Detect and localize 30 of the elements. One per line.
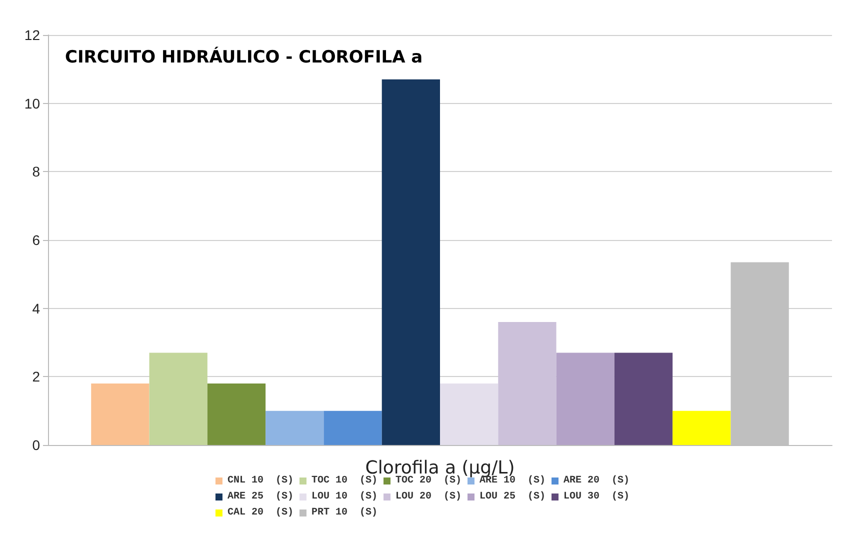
bar [324, 410, 382, 445]
bar [149, 352, 208, 445]
legend-label: LOU 25 (S) [480, 490, 546, 502]
y-tick-label: 8 [32, 164, 40, 180]
bar [207, 384, 266, 445]
y-tick-label: 6 [32, 232, 40, 248]
legend-label: LOU 30 (S) [564, 490, 630, 502]
y-tick-label: 2 [32, 368, 40, 385]
y-tick-label: 0 [32, 437, 40, 453]
bar [382, 79, 440, 445]
legend-label: LOU 10 (S) [311, 490, 378, 502]
legend-label: LOU 20 (S) [395, 490, 462, 502]
bar [672, 410, 731, 445]
legend-label: ARE 20 (S) [564, 474, 630, 486]
bar [91, 384, 150, 445]
legend-label: CNL 10 (S) [227, 474, 294, 486]
bar [498, 322, 556, 445]
bar [614, 352, 673, 445]
legend-label: PRT 10 (S) [311, 506, 378, 518]
bar [266, 410, 324, 445]
y-tick-label: 12 [24, 27, 40, 43]
bar [440, 384, 498, 445]
legend-label: ARE 25 (S) [227, 490, 294, 502]
bar [556, 352, 614, 445]
legend-label: TOC 20 (S) [395, 474, 462, 486]
y-tick-label: 10 [24, 95, 40, 112]
legend-label: ARE 10 (S) [480, 474, 546, 486]
text: CIRCUITO HIDRÁULICO - CLOROFILA a [65, 46, 423, 68]
y-tick-label: 4 [32, 300, 40, 316]
legend-label: CAL 20 (S) [227, 506, 294, 518]
